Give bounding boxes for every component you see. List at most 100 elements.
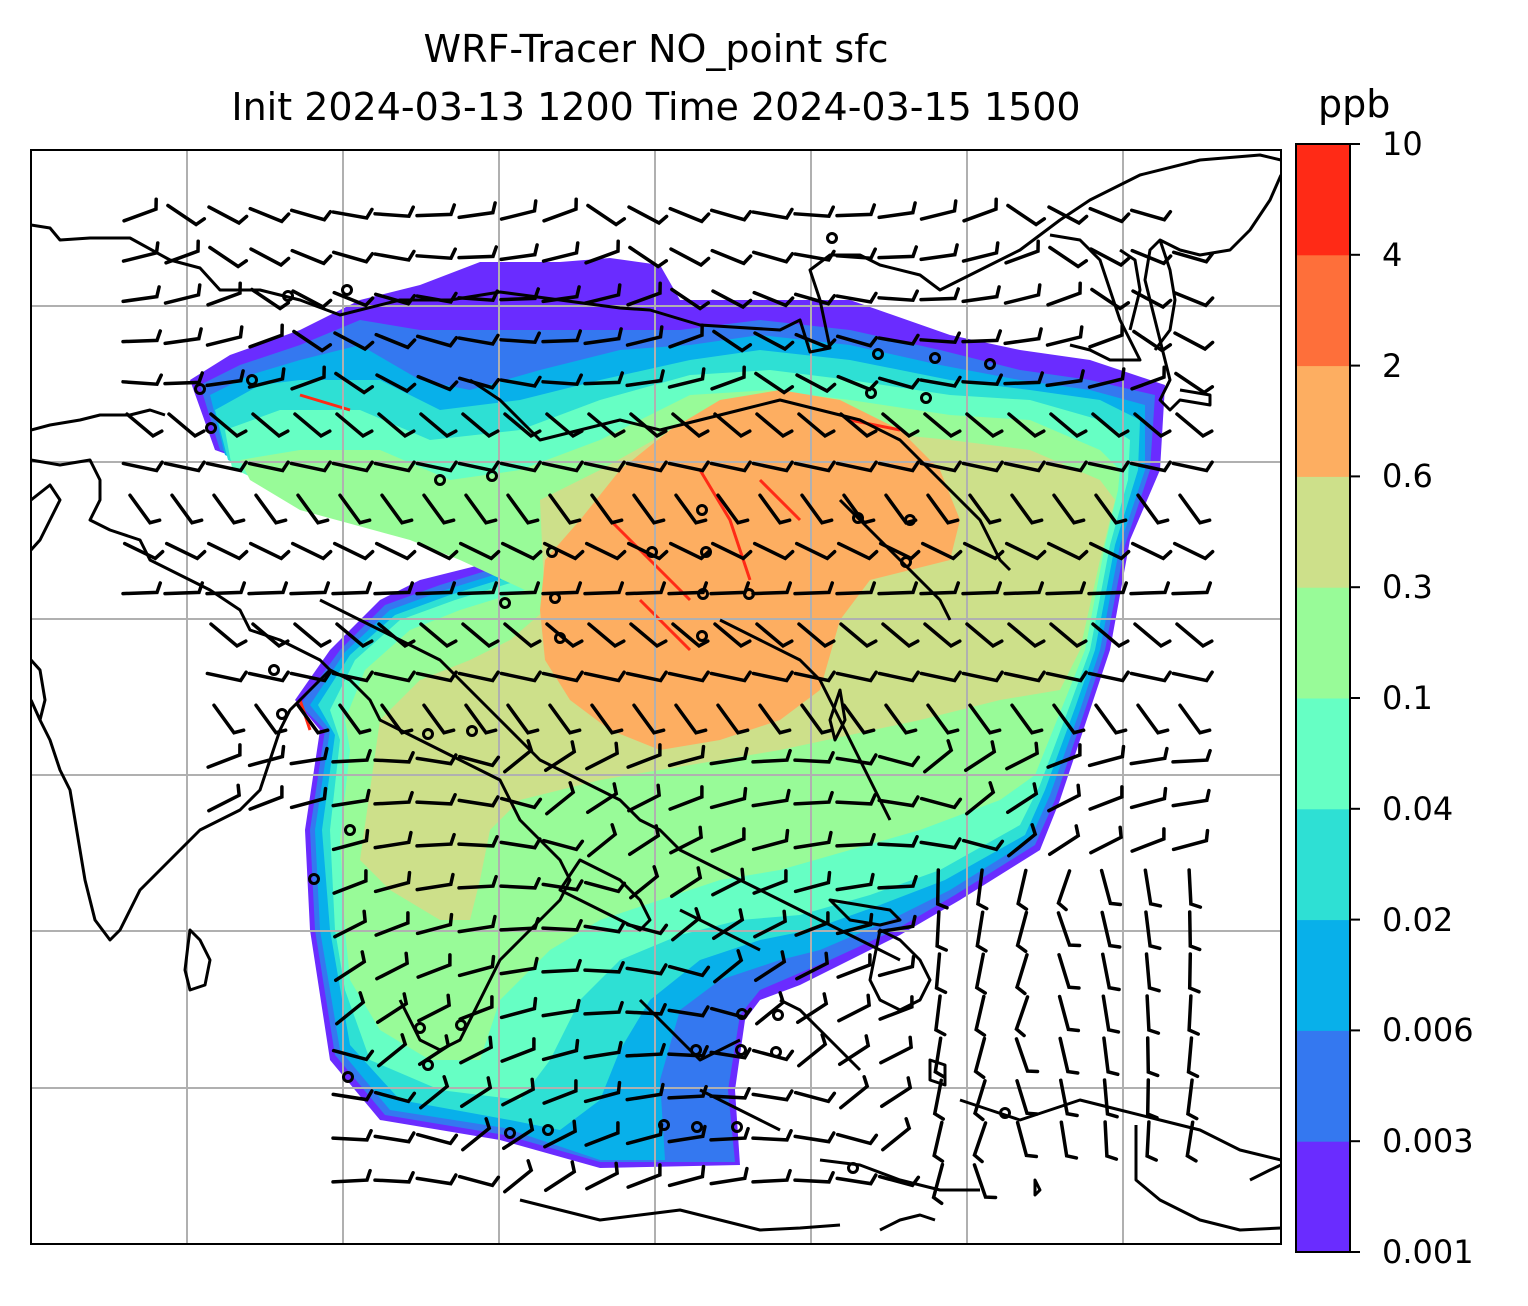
wind-barb (793, 670, 836, 683)
wind-barb (373, 205, 415, 219)
wind-barb (919, 287, 961, 302)
wind-barb (206, 281, 242, 307)
wind-barb (499, 877, 541, 890)
wind-barb (877, 376, 921, 390)
wind-barb (335, 622, 374, 649)
wind-barb (499, 287, 541, 302)
wind-barb (972, 1163, 998, 1200)
wind-barb (206, 743, 242, 769)
wind-barb (1171, 788, 1211, 808)
wind-barb (584, 1121, 620, 1147)
wind-barb (1089, 247, 1131, 268)
wind-barb (1046, 743, 1082, 769)
wind-barb (247, 744, 286, 768)
wind-barb (629, 622, 668, 649)
wind-barb (461, 412, 500, 439)
field-level-orange-north (860, 470, 950, 540)
wind-barb (961, 838, 1005, 852)
wind-barb (331, 250, 375, 264)
wind-barb (968, 493, 1002, 525)
wind-barb (290, 248, 333, 266)
wind-barb (877, 1174, 921, 1188)
wind-barb (1186, 1078, 1199, 1121)
point-source-marker (696, 504, 708, 516)
wind-barb (1015, 952, 1029, 996)
wind-barb (208, 245, 249, 269)
wind-barb (1005, 741, 1040, 771)
map-title-line1: WRF-Tracer NO_point sfc (423, 27, 889, 71)
wind-barb (713, 949, 744, 984)
wind-barb (584, 239, 620, 265)
wind-barb (500, 1037, 536, 1063)
point-source-marker (268, 664, 280, 676)
wind-barb (835, 1173, 878, 1186)
wind-barb (932, 1078, 945, 1121)
wind-barb (668, 206, 711, 224)
wind-barb (1171, 748, 1212, 764)
wind-barb (416, 953, 452, 979)
wind-barb (835, 334, 879, 348)
wind-barb (1045, 369, 1085, 388)
map-area (31, 150, 1281, 1244)
wind-barb (374, 541, 417, 561)
point-source-marker (731, 1121, 743, 1133)
point-source-marker (414, 1022, 426, 1034)
wind-barb (751, 250, 795, 264)
wind-barb (415, 334, 459, 348)
wind-barb (1048, 245, 1089, 269)
wind-barb (1172, 541, 1215, 561)
wind-barb (1130, 541, 1173, 561)
wind-barb (415, 670, 458, 683)
wind-barb (752, 869, 788, 895)
wind-barb (797, 412, 836, 439)
wind-barb (1103, 1120, 1119, 1161)
point-source-marker (486, 470, 498, 482)
wind-barb (935, 868, 949, 910)
wind-barb (503, 412, 542, 439)
wind-barb (800, 493, 834, 525)
wind-barb (415, 460, 458, 473)
wind-barb (919, 670, 962, 683)
wind-barb (293, 412, 332, 439)
map-frame (30, 149, 1282, 1245)
wind-barb (839, 622, 878, 649)
wind-barb (1136, 493, 1170, 525)
wind-barb (1187, 868, 1203, 909)
wind-barb (710, 827, 746, 853)
wind-barb (1129, 786, 1168, 810)
wind-barb (1007, 622, 1046, 649)
wind-barb (1087, 581, 1129, 596)
wind-barb (877, 245, 919, 260)
wind-barb (380, 493, 414, 525)
point-source-marker (422, 728, 434, 740)
wind-barb (373, 460, 416, 473)
wind-barb (751, 581, 793, 596)
wind-barb (464, 493, 498, 525)
wind-barb (877, 333, 920, 346)
wind-barb (1007, 823, 1038, 858)
wind-barb (711, 908, 745, 941)
wind-barb (209, 412, 248, 439)
wind-barb (419, 622, 458, 649)
wind-barb (668, 541, 711, 561)
wind-barb (934, 994, 947, 1037)
wind-barb (1045, 670, 1088, 683)
wind-barb (585, 1161, 620, 1191)
wind-barb (1102, 1078, 1119, 1119)
wind-barb (247, 367, 286, 389)
wind-barb (164, 239, 200, 265)
wind-barb (1052, 703, 1086, 735)
point-source-marker (542, 1124, 554, 1136)
wind-barb (1047, 783, 1082, 813)
point-source-marker (690, 1044, 702, 1056)
wind-barb (499, 796, 543, 810)
wind-barb (1178, 493, 1212, 525)
wind-barb (125, 412, 164, 439)
colorbar-tick-label: 4 (1382, 235, 1403, 274)
wind-barb (753, 909, 788, 939)
wind-barb (1143, 868, 1163, 908)
wind-barb (1087, 460, 1130, 473)
wind-barb (965, 781, 996, 816)
wind-barb (974, 952, 987, 995)
wind-barb (709, 1087, 751, 1100)
